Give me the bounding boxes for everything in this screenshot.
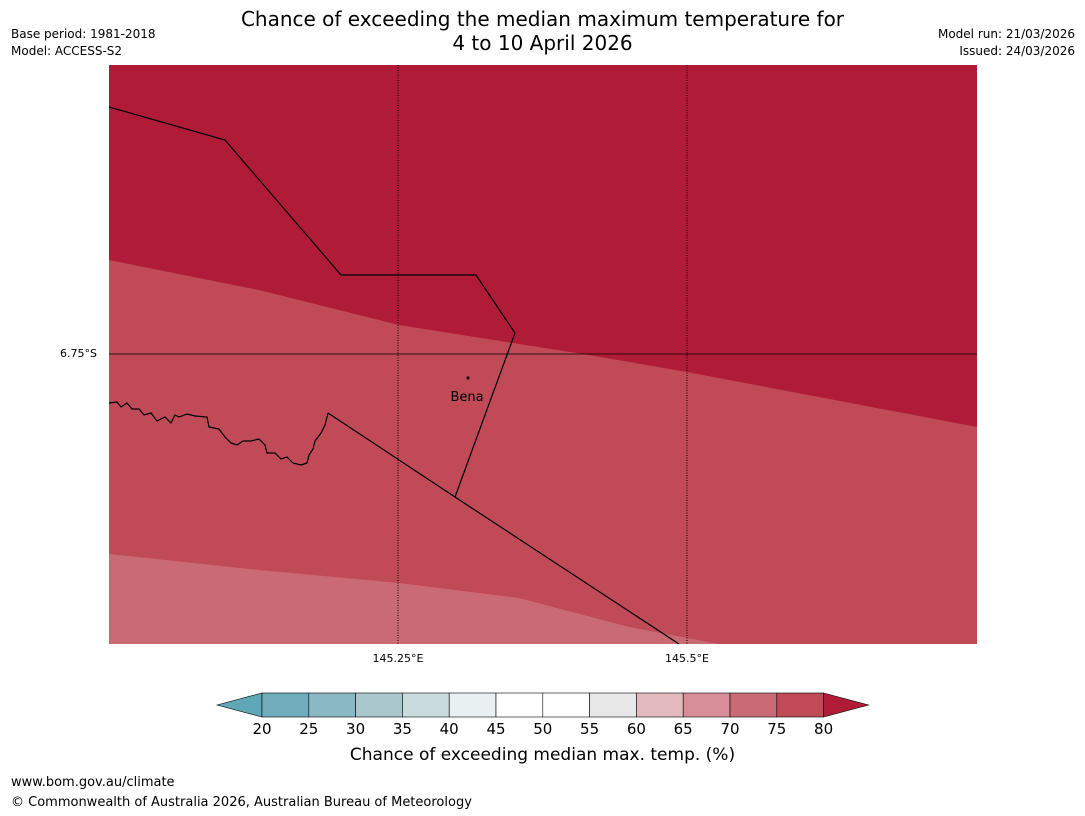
colorbar-tick-35: 35 (392, 720, 412, 738)
colorbar-tick-65: 65 (673, 720, 693, 738)
longitude-label-1: 145.25°E (372, 652, 424, 665)
longitude-label-2: 145.5°E (665, 652, 709, 665)
colorbar-cell-45-50 (495, 692, 544, 718)
colorbar-tick-70: 70 (720, 720, 740, 738)
province-boundary-south (327, 412, 680, 644)
colorbar-tick-80: 80 (814, 720, 834, 738)
footer-copyright: © Commonwealth of Australia 2026, Austra… (11, 795, 472, 810)
meta-left: Base period: 1981-2018 Model: ACCESS-S2 (11, 26, 156, 60)
issued-date: Issued: 24/03/2026 (959, 44, 1075, 58)
title-line-2: 4 to 10 April 2026 (452, 31, 633, 55)
bena-label: Bena (450, 390, 483, 405)
colorbar-cell-60-65 (636, 692, 684, 718)
model-run: Model run: 21/03/2026 (937, 27, 1075, 41)
coastline-boundary (109, 401, 329, 466)
colorbar-tick-50: 50 (533, 720, 553, 738)
colorbar-tick-25: 25 (299, 720, 319, 738)
forecast-map[interactable]: Bena (109, 65, 977, 644)
band-70-75 (109, 554, 719, 644)
page-title: Chance of exceeding the median maximum t… (0, 7, 1085, 55)
colorbar-cell-30-35 (355, 692, 403, 718)
colorbar-tick-55: 55 (580, 720, 600, 738)
colorbar-cell-50-55 (542, 692, 590, 718)
bena-marker[interactable] (466, 376, 470, 380)
colorbar-cell-25-30 (308, 692, 356, 718)
colorbar-cell-65-70 (682, 692, 731, 718)
colorbar-cell-20-25 (261, 692, 310, 718)
colorbar-tick-60: 60 (626, 720, 646, 738)
footer-url[interactable]: www.bom.gov.au/climate (11, 775, 175, 790)
colorbar-label: Chance of exceeding median max. temp. (%… (349, 745, 736, 765)
colorbar-tick-20: 20 (252, 720, 272, 738)
province-boundary (109, 106, 516, 498)
colorbar-cell-35-40 (402, 692, 450, 718)
latitude-label: 6.75°S (60, 347, 97, 360)
colorbar-tick-45: 45 (486, 720, 506, 738)
colorbar-cell-55-60 (589, 692, 637, 718)
colorbar-extend-low (215, 692, 263, 718)
model-name: Model: ACCESS-S2 (11, 44, 123, 58)
colorbar-extend-high (823, 692, 870, 718)
colorbar-cell-40-45 (448, 692, 497, 718)
colorbar-tick-30: 30 (346, 720, 366, 738)
band-75-80 (109, 260, 977, 644)
base-period: Base period: 1981-2018 (11, 27, 156, 41)
colorbar-tick-40: 40 (439, 720, 459, 738)
colorbar (215, 692, 870, 718)
colorbar-cell-70-75 (729, 692, 778, 718)
title-line-1: Chance of exceeding the median maximum t… (240, 7, 845, 31)
colorbar-cell-75-80 (776, 692, 824, 718)
colorbar-tick-75: 75 (767, 720, 787, 738)
meta-right: Model run: 21/03/2026 Issued: 24/03/2026 (938, 26, 1075, 60)
